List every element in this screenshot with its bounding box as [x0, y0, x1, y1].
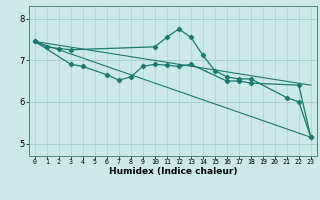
X-axis label: Humidex (Indice chaleur): Humidex (Indice chaleur)	[108, 167, 237, 176]
